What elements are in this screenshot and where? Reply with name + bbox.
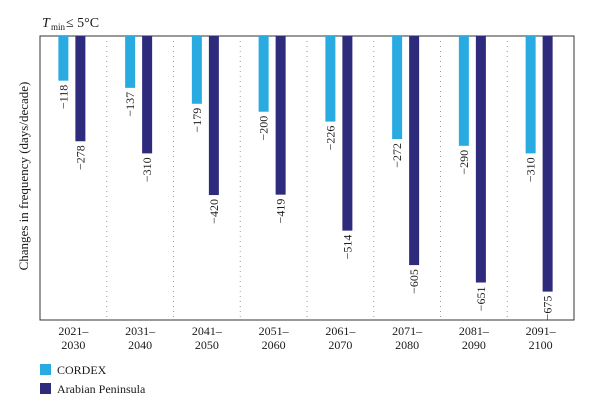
chart-title-subscript: min <box>51 22 66 32</box>
data-label: −290 <box>457 150 471 175</box>
plot-frame <box>39 35 575 321</box>
x-tick-label: 2050 <box>195 338 219 352</box>
chart-title-symbol: T <box>42 16 51 31</box>
bar-arabian-peninsula <box>208 36 219 196</box>
bar-arabian-peninsula <box>75 36 86 142</box>
data-label: −675 <box>541 296 555 321</box>
x-tick-label: 2091– <box>526 324 557 338</box>
data-label: −179 <box>190 108 204 133</box>
bar-arabian-peninsula <box>542 36 553 292</box>
data-label: −605 <box>407 269 421 294</box>
data-label: −272 <box>390 143 404 168</box>
bar-cordex <box>525 36 536 154</box>
legend-swatch-cordex <box>40 364 51 375</box>
bar-cordex <box>125 36 136 88</box>
x-tick-label: 2031– <box>125 324 156 338</box>
x-tick-label: 2061– <box>325 324 356 338</box>
x-tick-label: 2051– <box>259 324 290 338</box>
x-tick-label: 2041– <box>192 324 223 338</box>
bar-cordex <box>258 36 269 112</box>
data-label: −137 <box>123 92 137 117</box>
data-label: −278 <box>73 145 87 170</box>
x-tick-label: 2030 <box>61 338 85 352</box>
data-label: −651 <box>474 287 488 312</box>
bar-cordex <box>458 36 469 146</box>
bar-arabian-peninsula <box>342 36 353 231</box>
x-tick-label: 2021– <box>58 324 89 338</box>
x-tick-label: 2081– <box>459 324 490 338</box>
bar-arabian-peninsula <box>409 36 420 266</box>
x-tick-label: 2090 <box>462 338 486 352</box>
chart-title-condition: ≤ 5°C <box>66 16 99 31</box>
x-tick-label: 2080 <box>395 338 419 352</box>
data-label: −514 <box>340 235 354 260</box>
bar-cordex <box>325 36 336 122</box>
legend-label-cordex: CORDEX <box>57 363 107 377</box>
data-label: −310 <box>524 157 538 182</box>
bars <box>58 36 553 292</box>
bar-cordex <box>392 36 403 139</box>
x-tick-label: 2060 <box>262 338 286 352</box>
legend-swatch-arabian-peninsula <box>40 383 51 394</box>
bar-arabian-peninsula <box>475 36 486 283</box>
x-tick-label: 2070 <box>328 338 352 352</box>
legend: CORDEX Arabian Peninsula <box>40 363 146 396</box>
y-axis-label: Changes in frequency (days/decade) <box>16 82 31 271</box>
x-tick-label: 2100 <box>529 338 553 352</box>
bar-cordex <box>58 36 69 81</box>
bar-arabian-peninsula <box>142 36 153 154</box>
data-label: −419 <box>274 199 288 224</box>
data-label: −310 <box>140 157 154 182</box>
x-tick-label: 2071– <box>392 324 423 338</box>
data-label: −200 <box>257 116 271 141</box>
x-tick-label: 2040 <box>128 338 152 352</box>
data-labels: −118 −278 −137 −310 −179 −420 −200 −419 −226 −514… <box>56 85 554 321</box>
chart-title: T min ≤ 5°C <box>42 16 99 32</box>
bar-arabian-peninsula <box>275 36 286 195</box>
data-label: −226 <box>323 126 337 151</box>
bar-cordex <box>191 36 202 104</box>
data-label: −118 <box>56 85 70 109</box>
x-tick-labels: 2021–2030 2031–2040 2041–2050 2051–2060 2061… <box>58 324 556 352</box>
category-separators <box>106 36 508 320</box>
legend-label-arabian-peninsula: Arabian Peninsula <box>57 382 146 396</box>
data-label: −420 <box>207 199 221 224</box>
